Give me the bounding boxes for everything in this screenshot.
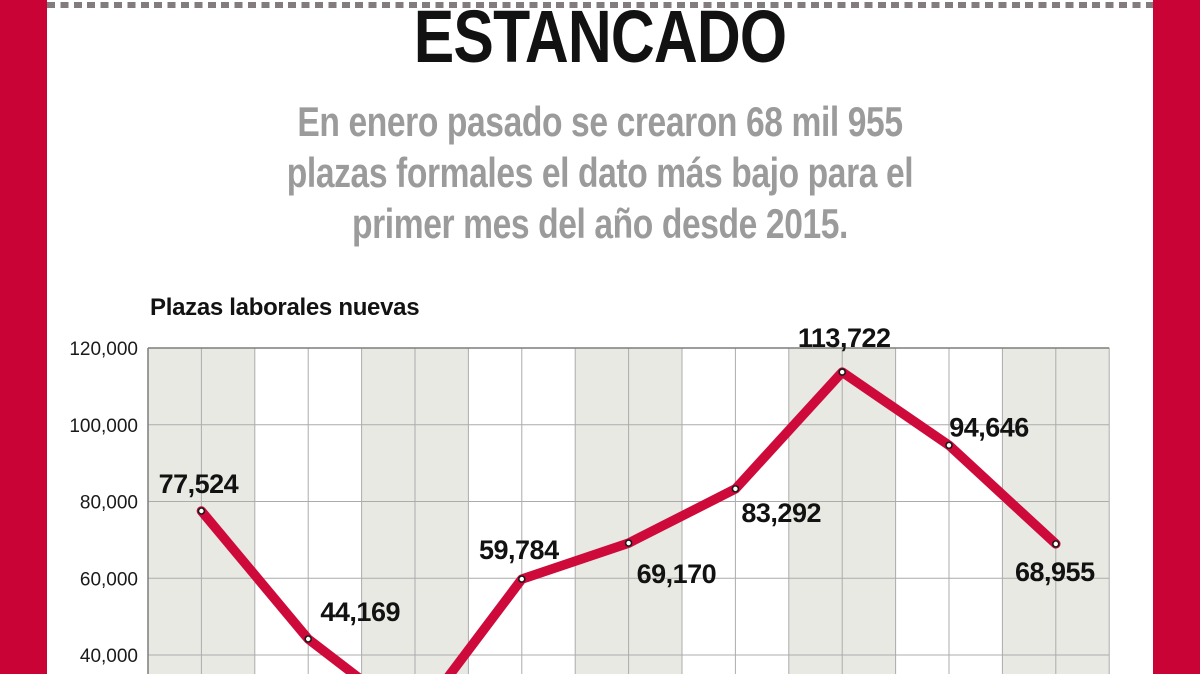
data-point-marker <box>1052 540 1060 548</box>
y-tick-label: 60,000 <box>80 569 138 590</box>
data-point-marker <box>731 485 740 493</box>
grid-band <box>415 348 469 674</box>
data-point-marker <box>304 635 313 643</box>
y-tick-label: 40,000 <box>80 646 138 667</box>
data-point-label: 83,292 <box>741 498 821 528</box>
grid-band <box>949 348 1003 674</box>
grid-band <box>1055 348 1110 674</box>
grid-band <box>842 348 896 674</box>
grid-band <box>148 348 202 674</box>
data-point-marker <box>624 539 633 547</box>
data-point-label: 77,524 <box>159 469 239 499</box>
grid-band <box>1002 348 1056 674</box>
grid-band <box>735 348 789 674</box>
page-title: ESTANCADO <box>413 0 787 78</box>
data-point-marker <box>945 441 953 450</box>
y-tick-label: 80,000 <box>80 493 138 514</box>
data-point-label: 69,170 <box>637 559 717 589</box>
data-point-label: 94,646 <box>949 412 1029 442</box>
grid-band <box>575 348 629 674</box>
grid-band <box>361 348 415 674</box>
right-red-border <box>1153 0 1200 674</box>
y-tick-label: 120,000 <box>69 339 138 360</box>
subtitle-line: plazas formales el dato más bajo para el <box>286 149 914 196</box>
grid-band <box>254 348 309 674</box>
data-point-label: 59,784 <box>479 535 559 565</box>
data-point-marker <box>838 368 847 376</box>
data-point-marker <box>197 507 206 515</box>
grid-band <box>521 348 576 674</box>
subtitle: En enero pasado se crearon 68 mil 955 pl… <box>120 96 1080 249</box>
grid-band <box>628 348 682 674</box>
cropped-top-text-strip <box>47 2 1153 8</box>
chart-title: Plazas laborales nuevas <box>150 294 420 321</box>
y-tick-label: 100,000 <box>69 416 138 437</box>
grid-band <box>895 348 949 674</box>
left-red-border <box>0 0 47 674</box>
subtitle-line: En enero pasado se crearon 68 mil 955 <box>297 98 903 145</box>
grid-band <box>468 348 522 674</box>
data-point-label: 68,955 <box>1015 557 1095 587</box>
chart-svg: 120,000 100,000 80,000 60,000 40,000 77,524 44… <box>69 323 1110 674</box>
grid-band <box>308 348 362 674</box>
data-point-marker <box>517 575 526 583</box>
data-point-label: 113,722 <box>798 323 891 353</box>
data-point-label: 44,169 <box>320 597 400 627</box>
grid-band <box>201 348 255 674</box>
subtitle-line: primer mes del año desde 2015. <box>352 200 848 247</box>
